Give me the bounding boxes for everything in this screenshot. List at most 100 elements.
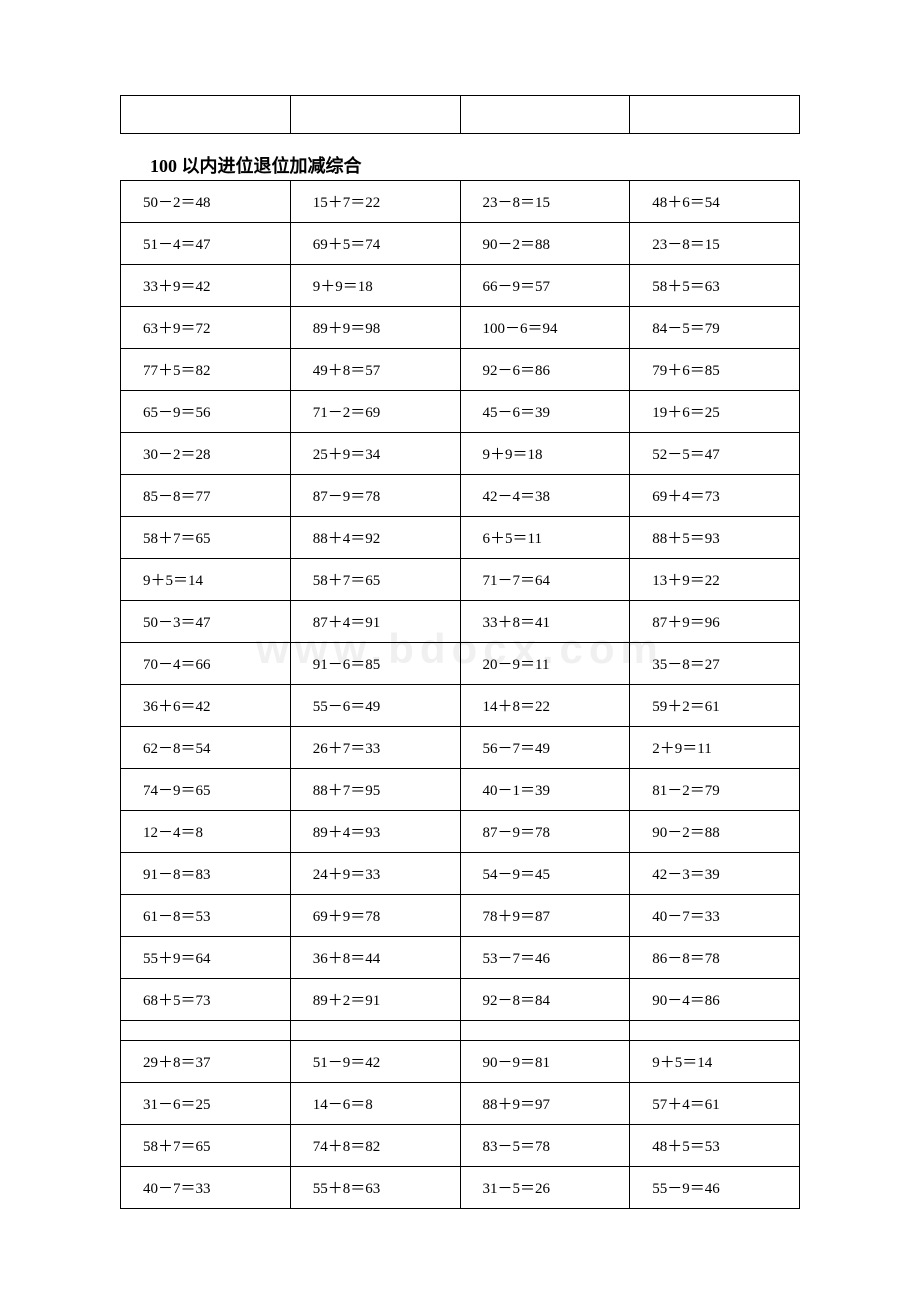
math-cell: 88＋7＝95 <box>290 769 460 811</box>
math-cell <box>290 1021 460 1041</box>
math-cell: 88＋9＝97 <box>460 1083 630 1125</box>
math-cell: 78＋9＝87 <box>460 895 630 937</box>
math-cell: 66－9＝57 <box>460 265 630 307</box>
math-cell: 55－6＝49 <box>290 685 460 727</box>
math-cell: 14－6＝8 <box>290 1083 460 1125</box>
math-cell: 55－9＝46 <box>630 1167 800 1209</box>
table-row: 62－8＝5426＋7＝3356－7＝492＋9＝11 <box>121 727 800 769</box>
math-cell: 15＋7＝22 <box>290 181 460 223</box>
math-cell: 51－4＝47 <box>121 223 291 265</box>
math-cell: 36＋6＝42 <box>121 685 291 727</box>
table-row: 70－4＝6691－6＝8520－9＝1135－8＝27 <box>121 643 800 685</box>
math-cell: 58＋7＝65 <box>290 559 460 601</box>
math-cell: 68＋5＝73 <box>121 979 291 1021</box>
math-cell: 58＋7＝65 <box>121 517 291 559</box>
math-cell <box>121 1021 291 1041</box>
math-cell: 88＋5＝93 <box>630 517 800 559</box>
math-cell: 87－9＝78 <box>290 475 460 517</box>
math-cell: 55＋9＝64 <box>121 937 291 979</box>
table-row <box>121 1021 800 1041</box>
math-cell: 40－1＝39 <box>460 769 630 811</box>
math-cell: 19＋6＝25 <box>630 391 800 433</box>
math-cell: 50－2＝48 <box>121 181 291 223</box>
math-cell: 31－5＝26 <box>460 1167 630 1209</box>
math-cell <box>460 1021 630 1041</box>
math-cell: 74＋8＝82 <box>290 1125 460 1167</box>
math-cell: 35－8＝27 <box>630 643 800 685</box>
math-cell: 53－7＝46 <box>460 937 630 979</box>
math-cell: 92－8＝84 <box>460 979 630 1021</box>
math-cell: 92－6＝86 <box>460 349 630 391</box>
table-row: 68＋5＝7389＋2＝9192－8＝8490－4＝86 <box>121 979 800 1021</box>
table-row: 58＋7＝6588＋4＝926＋5＝1188＋5＝93 <box>121 517 800 559</box>
table-row: 12－4＝889＋4＝9387－9＝7890－2＝88 <box>121 811 800 853</box>
math-cell: 23－8＝15 <box>460 181 630 223</box>
table-row: 91－8＝8324＋9＝3354－9＝4542－3＝39 <box>121 853 800 895</box>
table-row: 30－2＝2825＋9＝349＋9＝1852－5＝47 <box>121 433 800 475</box>
math-cell: 69＋4＝73 <box>630 475 800 517</box>
math-cell: 6＋5＝11 <box>460 517 630 559</box>
empty-cell <box>290 96 460 134</box>
top-empty-table <box>120 95 800 134</box>
math-cell: 91－8＝83 <box>121 853 291 895</box>
table-row: 33＋9＝429＋9＝1866－9＝5758＋5＝63 <box>121 265 800 307</box>
table-row: 40－7＝3355＋8＝6331－5＝2655－9＝46 <box>121 1167 800 1209</box>
math-cell: 23－8＝15 <box>630 223 800 265</box>
math-cell: 74－9＝65 <box>121 769 291 811</box>
math-cell: 71－2＝69 <box>290 391 460 433</box>
table-row: 51－4＝4769＋5＝7490－2＝8823－8＝15 <box>121 223 800 265</box>
math-cell: 42－4＝38 <box>460 475 630 517</box>
math-cell: 36＋8＝44 <box>290 937 460 979</box>
math-cell: 52－5＝47 <box>630 433 800 475</box>
math-cell: 55＋8＝63 <box>290 1167 460 1209</box>
math-cell: 59＋2＝61 <box>630 685 800 727</box>
math-cell: 24＋9＝33 <box>290 853 460 895</box>
math-cell: 9＋5＝14 <box>121 559 291 601</box>
math-cell: 79＋6＝85 <box>630 349 800 391</box>
math-cell: 58＋7＝65 <box>121 1125 291 1167</box>
math-cell: 61－8＝53 <box>121 895 291 937</box>
math-cell: 87＋9＝96 <box>630 601 800 643</box>
math-cell: 9＋5＝14 <box>630 1041 800 1083</box>
table-row: 55＋9＝6436＋8＝4453－7＝4686－8＝78 <box>121 937 800 979</box>
math-cell: 25＋9＝34 <box>290 433 460 475</box>
math-cell: 49＋8＝57 <box>290 349 460 391</box>
math-cell: 88＋4＝92 <box>290 517 460 559</box>
math-cell: 51－9＝42 <box>290 1041 460 1083</box>
math-cell: 20－9＝11 <box>460 643 630 685</box>
math-problems-table: 50－2＝4815＋7＝2223－8＝1548＋6＝5451－4＝4769＋5＝… <box>120 180 800 1209</box>
math-cell: 81－2＝79 <box>630 769 800 811</box>
table-row: 29＋8＝3751－9＝4290－9＝819＋5＝14 <box>121 1041 800 1083</box>
table-row: 9＋5＝1458＋7＝6571－7＝6413＋9＝22 <box>121 559 800 601</box>
math-cell: 29＋8＝37 <box>121 1041 291 1083</box>
math-cell: 42－3＝39 <box>630 853 800 895</box>
math-cell: 89＋4＝93 <box>290 811 460 853</box>
page-title: 100 以内进位退位加减综合 <box>120 152 800 178</box>
math-cell: 69＋9＝78 <box>290 895 460 937</box>
table-row: 31－6＝2514－6＝888＋9＝9757＋4＝61 <box>121 1083 800 1125</box>
math-cell: 48＋6＝54 <box>630 181 800 223</box>
table-row: 36＋6＝4255－6＝4914＋8＝2259＋2＝61 <box>121 685 800 727</box>
math-cell: 85－8＝77 <box>121 475 291 517</box>
math-cell: 33＋9＝42 <box>121 265 291 307</box>
table-row: 63＋9＝7289＋9＝98100－6＝9484－5＝79 <box>121 307 800 349</box>
math-cell: 69＋5＝74 <box>290 223 460 265</box>
math-cell: 90－2＝88 <box>460 223 630 265</box>
empty-cell <box>630 96 800 134</box>
math-cell: 50－3＝47 <box>121 601 291 643</box>
table-row <box>121 96 800 134</box>
math-cell: 54－9＝45 <box>460 853 630 895</box>
page-content: 100 以内进位退位加减综合 50－2＝4815＋7＝2223－8＝1548＋6… <box>120 95 800 1209</box>
math-cell: 14＋8＝22 <box>460 685 630 727</box>
math-cell: 2＋9＝11 <box>630 727 800 769</box>
table-row: 85－8＝7787－9＝7842－4＝3869＋4＝73 <box>121 475 800 517</box>
math-cell: 30－2＝28 <box>121 433 291 475</box>
table-row: 74－9＝6588＋7＝9540－1＝3981－2＝79 <box>121 769 800 811</box>
math-cell: 40－7＝33 <box>121 1167 291 1209</box>
math-cell <box>630 1021 800 1041</box>
math-cell: 12－4＝8 <box>121 811 291 853</box>
math-cell: 83－5＝78 <box>460 1125 630 1167</box>
math-cell: 9＋9＝18 <box>460 433 630 475</box>
table-row: 58＋7＝6574＋8＝8283－5＝7848＋5＝53 <box>121 1125 800 1167</box>
math-cell: 84－5＝79 <box>630 307 800 349</box>
